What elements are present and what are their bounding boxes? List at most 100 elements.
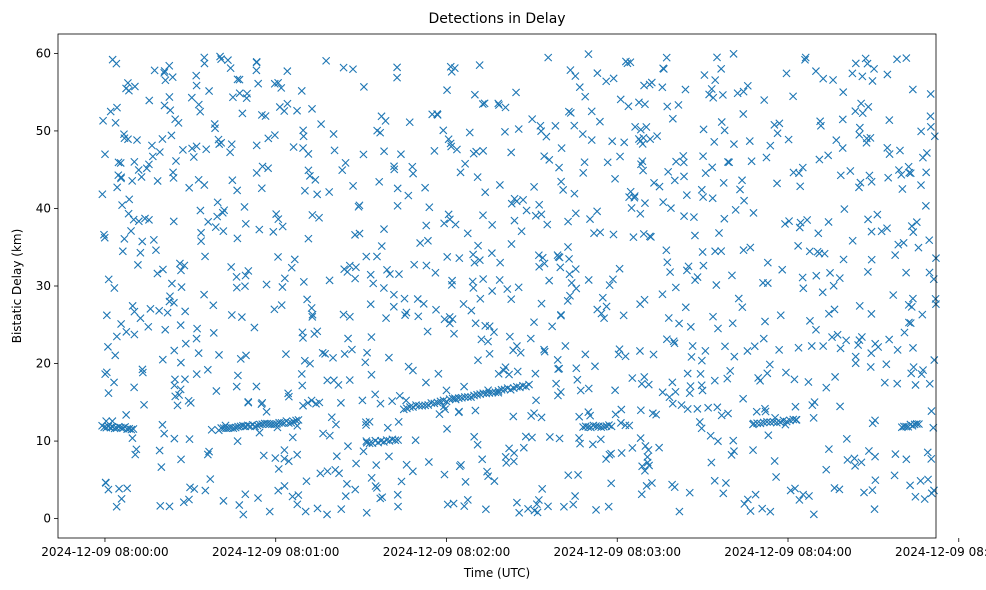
data-point <box>697 356 706 365</box>
data-point <box>871 476 880 485</box>
data-point <box>229 424 238 433</box>
data-point <box>218 208 227 217</box>
data-point <box>129 215 138 224</box>
data-point <box>101 370 110 379</box>
data-point <box>863 267 872 276</box>
data-point <box>581 350 590 359</box>
data-point <box>316 469 325 478</box>
data-point <box>629 233 638 242</box>
data-point <box>122 327 131 336</box>
data-point <box>640 466 649 475</box>
data-point <box>805 316 814 325</box>
data-point <box>758 504 767 513</box>
data-point <box>304 166 313 175</box>
data-point <box>801 53 810 62</box>
data-point <box>127 227 136 236</box>
data-point <box>252 58 261 67</box>
data-point <box>202 145 211 154</box>
data-point <box>609 230 618 239</box>
data-point <box>846 167 855 176</box>
data-point <box>425 203 434 212</box>
data-point <box>280 274 289 283</box>
data-point <box>231 423 240 432</box>
data-point <box>871 416 880 425</box>
data-point <box>665 393 674 402</box>
data-point <box>293 421 302 430</box>
data-point <box>507 199 516 208</box>
data-point <box>765 360 774 369</box>
data-point <box>789 92 798 101</box>
data-point <box>142 164 151 173</box>
data-point <box>494 369 503 378</box>
data-point <box>721 478 730 487</box>
data-point <box>369 279 378 288</box>
data-point <box>455 407 464 416</box>
data-point <box>720 126 729 135</box>
data-point <box>479 389 488 398</box>
data-point <box>751 490 760 499</box>
data-point <box>239 510 248 519</box>
data-point <box>570 121 579 130</box>
data-point <box>679 152 688 160</box>
data-point <box>699 193 708 202</box>
data-point <box>746 243 755 252</box>
data-point <box>284 389 293 398</box>
data-point <box>835 485 844 494</box>
data-point <box>470 258 479 267</box>
data-point <box>718 90 727 99</box>
data-point <box>299 126 308 135</box>
data-point <box>138 368 147 377</box>
data-point <box>662 246 671 255</box>
data-point <box>283 99 292 108</box>
data-point <box>298 381 307 390</box>
data-point <box>642 123 651 132</box>
data-point <box>719 489 728 498</box>
data-point <box>685 389 694 398</box>
data-point <box>200 59 209 68</box>
data-point <box>481 188 490 197</box>
data-point <box>540 152 549 161</box>
data-point <box>308 312 317 321</box>
data-point <box>337 505 346 514</box>
data-point <box>130 157 139 166</box>
data-point <box>897 170 906 179</box>
data-point <box>712 281 721 290</box>
data-point <box>557 177 566 186</box>
data-point <box>158 420 167 429</box>
data-point <box>724 409 733 418</box>
data-point <box>717 247 726 256</box>
data-point <box>442 386 451 395</box>
data-point <box>361 358 370 367</box>
data-point <box>284 457 293 466</box>
data-point <box>98 190 107 199</box>
data-point <box>839 255 848 264</box>
data-point <box>866 363 875 372</box>
data-point <box>215 350 223 359</box>
y-axis: 0 10 20 30 40 50 60 <box>36 46 58 526</box>
data-point <box>396 150 405 159</box>
data-point <box>301 507 310 516</box>
data-point <box>186 483 195 492</box>
data-point <box>647 478 656 487</box>
data-point <box>784 135 793 144</box>
data-point <box>670 176 679 185</box>
data-point <box>617 405 626 414</box>
data-point <box>194 349 203 358</box>
data-point <box>106 107 115 116</box>
x-tick-label: 2024-12-09 08:02:00 <box>383 545 510 559</box>
data-point <box>294 491 303 500</box>
data-point <box>241 271 250 280</box>
data-point <box>136 314 145 323</box>
data-point <box>233 186 242 195</box>
data-point <box>104 389 113 398</box>
data-point <box>545 155 554 164</box>
data-point <box>277 301 286 310</box>
data-point <box>746 507 755 516</box>
data-point <box>770 457 779 465</box>
data-point <box>857 99 866 108</box>
data-point <box>605 281 614 290</box>
data-point <box>257 184 266 193</box>
data-point <box>281 350 290 359</box>
data-point <box>616 95 625 104</box>
data-point <box>329 130 338 139</box>
